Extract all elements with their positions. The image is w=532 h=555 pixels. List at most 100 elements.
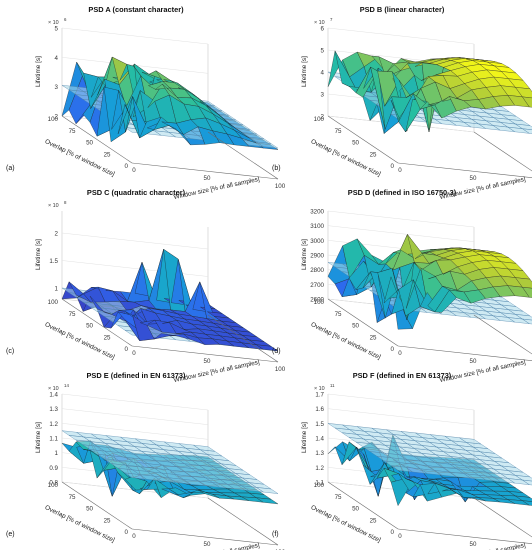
x-axis-line [131, 528, 279, 546]
z-tick-label: 0.8 [49, 480, 58, 487]
z-tick-label: 3 [321, 92, 325, 99]
chart-title: PSD A (constant character) [88, 5, 184, 14]
surface-cell [256, 497, 279, 505]
plane-cell [522, 318, 532, 325]
y-tick-label: 100 [314, 482, 325, 489]
panel-label: (a) [6, 165, 15, 172]
plane-cell [515, 123, 532, 130]
x-axis-line [131, 345, 279, 363]
y-tick-label: 50 [352, 323, 359, 330]
y-tick-label: 100 [48, 116, 59, 123]
z-tick-label: 1.4 [315, 436, 324, 443]
overlap-axis-line [61, 115, 133, 164]
z-tick-label: 1.3 [315, 450, 324, 457]
panel-label: (e) [6, 531, 15, 538]
y-tick-label: 25 [370, 151, 377, 158]
z-tick-label: 2 [55, 114, 59, 121]
z-tick-label: 1.2 [49, 421, 58, 428]
z-tick-label: 1 [55, 450, 59, 457]
x-axis-label: Window size [% of all samples] [173, 542, 260, 550]
y-tick-label: 0 [125, 346, 129, 353]
z-tick-label: 1.1 [315, 480, 324, 487]
x-axis-line [397, 345, 532, 361]
z-tick-label: 1.7 [315, 392, 324, 399]
x-tick-label: 0 [398, 350, 402, 357]
y-axis-line [207, 497, 279, 546]
y-tick-label: 100 [314, 116, 325, 123]
x-tick-label: 50 [204, 175, 211, 182]
z-gridline [61, 393, 209, 411]
x-tick-label: 0 [398, 167, 402, 174]
x-axis-line [131, 162, 279, 180]
x-tick-label: 50 [204, 358, 211, 365]
z-tick-label: 3100 [310, 223, 324, 230]
plane-cell [515, 475, 532, 482]
z-tick-label: 1.4 [49, 392, 58, 399]
z-tick-label: 3000 [310, 238, 324, 245]
z-tick-label: 1.1 [49, 436, 58, 443]
chart-panel: PSD C (quadratic character) 1 1.5 2 × 10 8 Lif… [6, 188, 286, 384]
plane-cell [515, 314, 532, 321]
plane-cell [522, 128, 532, 134]
z-tick-label: 2600 [310, 297, 324, 304]
x-axis-label: Window size [% of all samples] [439, 359, 526, 384]
z-exponent-label: × 10 [48, 386, 59, 392]
y-tick-label: 25 [104, 334, 111, 341]
z-tick-label: 4 [321, 70, 325, 77]
y-axis-line [207, 131, 279, 180]
overlap-axis-line [327, 115, 399, 164]
surface-cell [515, 87, 532, 99]
x-tick-label: 50 [470, 175, 477, 182]
y-tick-label: 25 [370, 334, 377, 341]
overlap-axis-line [61, 298, 133, 347]
surface-cell [515, 495, 532, 502]
z-exponent-power: 6 [64, 17, 67, 22]
x-tick-label: 0 [132, 167, 136, 174]
y-tick-label: 100 [48, 482, 59, 489]
chart-panel: PSD F (defined in EN 61373) 1.1 1.2 1.3 1.4 1… [272, 371, 532, 555]
chart-title: PSD B (linear character) [360, 5, 445, 14]
y-tick-label: 0 [391, 163, 395, 170]
plane-cell [256, 141, 279, 149]
x-axis-line [397, 528, 532, 544]
y-axis-line [207, 314, 279, 363]
z-tick-label: 5 [55, 26, 59, 33]
surface-cell [515, 277, 532, 289]
z-exponent-power: 7 [330, 17, 333, 22]
panel-label: (d) [272, 348, 281, 355]
y-tick-label: 25 [104, 517, 111, 524]
z-axis-label: Lifetime [s] [35, 239, 42, 270]
reference-plane [327, 423, 532, 486]
surface-cell [522, 96, 532, 108]
z-tick-label: 0.9 [49, 465, 58, 472]
panel-label: (b) [272, 165, 281, 172]
z-exponent-label: × 10 [48, 203, 59, 209]
chart-panel: PSD B (linear character) 2 3 4 5 6× 10 7 Lifeti… [272, 5, 532, 201]
y-axis-line [473, 131, 532, 172]
z-tick-label: 2800 [310, 267, 324, 274]
z-tick-label: 1.5 [49, 258, 58, 265]
y-tick-label: 75 [69, 311, 76, 318]
x-tick-label: 0 [132, 533, 136, 540]
y-tick-label: 25 [370, 517, 377, 524]
z-gridline [61, 232, 209, 250]
chart-title: PSD D (defined in ISO 16750-3) [348, 188, 457, 197]
y-tick-label: 50 [352, 506, 359, 513]
plane-cell [522, 479, 532, 486]
y-tick-label: 0 [125, 163, 129, 170]
z-tick-label: 5 [321, 48, 325, 55]
chart-panel: PSD E (defined in EN 61373) 0.8 0.9 1 1.1 1.2… [6, 371, 286, 555]
surface-cell [522, 500, 532, 506]
panel-label: (c) [6, 348, 14, 355]
x-tick-label: 50 [470, 358, 477, 365]
y-tick-label: 100 [48, 299, 59, 306]
overlap-axis-line [327, 298, 399, 347]
z-exponent-label: × 10 [314, 386, 325, 392]
surface-cell [168, 125, 191, 146]
y-tick-label: 0 [391, 529, 395, 536]
z-tick-label: 2700 [310, 282, 324, 289]
z-exponent-label: × 10 [48, 20, 59, 26]
surface-cell [226, 133, 250, 147]
y-tick-label: 50 [86, 506, 93, 513]
